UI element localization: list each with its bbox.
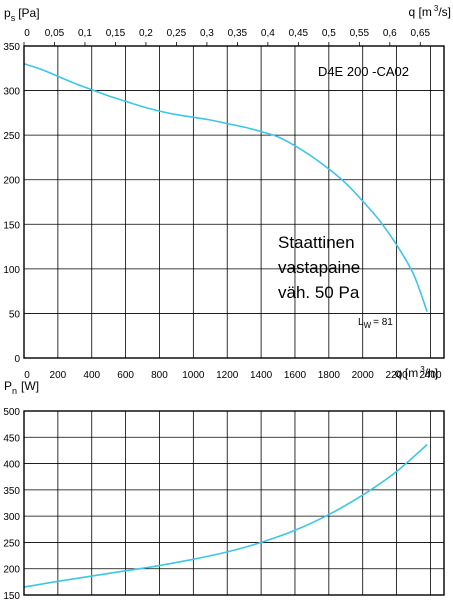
annotation-line-2: vastapaine: [278, 258, 360, 277]
pressure-tick-label: 300: [3, 87, 20, 98]
power-tick-label: 500: [3, 407, 20, 418]
bottom-tick-label: 1600: [284, 370, 307, 381]
top-flow-axis-label: q [m 3/s]: [409, 4, 451, 19]
top-tick-label: 0,35: [228, 28, 248, 39]
power-tick-label: 300: [3, 512, 20, 523]
pressure-grid: [23, 45, 444, 359]
top-tick-label: 0,65: [411, 28, 431, 39]
top-tick-label: 0,55: [350, 28, 370, 39]
top-tick-label: 0,4: [261, 28, 275, 39]
top-tick-label: 0,2: [139, 28, 153, 39]
top-tick-label: 0: [24, 28, 30, 39]
power-axis-label: Pn [W]: [4, 379, 39, 396]
pressure-axis-label: ps [Pa]: [4, 6, 40, 23]
power-plot-frame: [23, 410, 445, 596]
bottom-tick-label: 2400: [419, 370, 442, 381]
top-tick-label: 0,45: [289, 28, 309, 39]
top-tick-label: 0,05: [45, 28, 65, 39]
sound-power-label: LW = 81: [358, 317, 393, 330]
pressure-curve: [23, 63, 428, 312]
bottom-tick-label: 1800: [318, 370, 341, 381]
top-tick-label: 0,15: [106, 28, 126, 39]
power-chart: 150 200 250 300 350 400 450 500 Pn [W]: [3, 379, 445, 600]
power-tick-label: 400: [3, 460, 20, 471]
bottom-tick-label: 1200: [216, 370, 239, 381]
bottom-tick-label: 0: [24, 370, 30, 381]
top-tick-label: 0,1: [78, 28, 92, 39]
pressure-tick-label: 200: [3, 176, 20, 187]
bottom-tick-label: 600: [117, 370, 134, 381]
model-title: D4E 200 -CA02: [318, 64, 409, 79]
pressure-chart: 0 200 400 600 800 1000 1200 1400 1600 1800 2000 220…: [3, 4, 451, 381]
power-tick-label: 350: [3, 486, 20, 497]
top-tick-label: 0,25: [167, 28, 187, 39]
bottom-tick-label: 2000: [352, 370, 375, 381]
pressure-tick-label: 100: [3, 265, 20, 276]
bottom-tick-label: 1000: [182, 370, 205, 381]
pressure-tick-label: 50: [9, 309, 21, 320]
bottom-tick-label: 400: [83, 370, 100, 381]
bottom-tick-label: 800: [151, 370, 168, 381]
annotation-line-1: Staattinen: [278, 233, 355, 252]
top-tick-label: 0,6: [383, 28, 397, 39]
power-tick-label: 450: [3, 433, 20, 444]
pressure-tick-label: 150: [3, 220, 20, 231]
pressure-tick-label: 250: [3, 131, 20, 142]
power-tick-label: 250: [3, 538, 20, 549]
pressure-ticks: 0 200 400 600 800 1000 1200 1400 1600 1800 2000 220…: [3, 28, 442, 381]
bottom-tick-label: 200: [50, 370, 67, 381]
top-tick-label: 0,5: [322, 28, 336, 39]
bottom-tick-label: 1400: [250, 370, 273, 381]
power-ticks: 150 200 250 300 350 400 450 500: [3, 407, 20, 600]
power-tick-label: 150: [3, 591, 20, 600]
pressure-tick-label: 350: [3, 42, 20, 53]
bottom-tick-label: 2200: [385, 370, 408, 381]
power-tick-label: 200: [3, 565, 20, 576]
bottom-flow-axis-label: q [m 3/h]: [395, 365, 438, 380]
pressure-plot-frame: [23, 45, 445, 359]
annotation-line-3: väh. 50 Pa: [278, 283, 360, 302]
power-curve: [23, 444, 428, 588]
top-tick-label: 0,3: [200, 28, 214, 39]
pressure-tick-label: 0: [14, 354, 20, 365]
power-grid: [23, 410, 444, 596]
